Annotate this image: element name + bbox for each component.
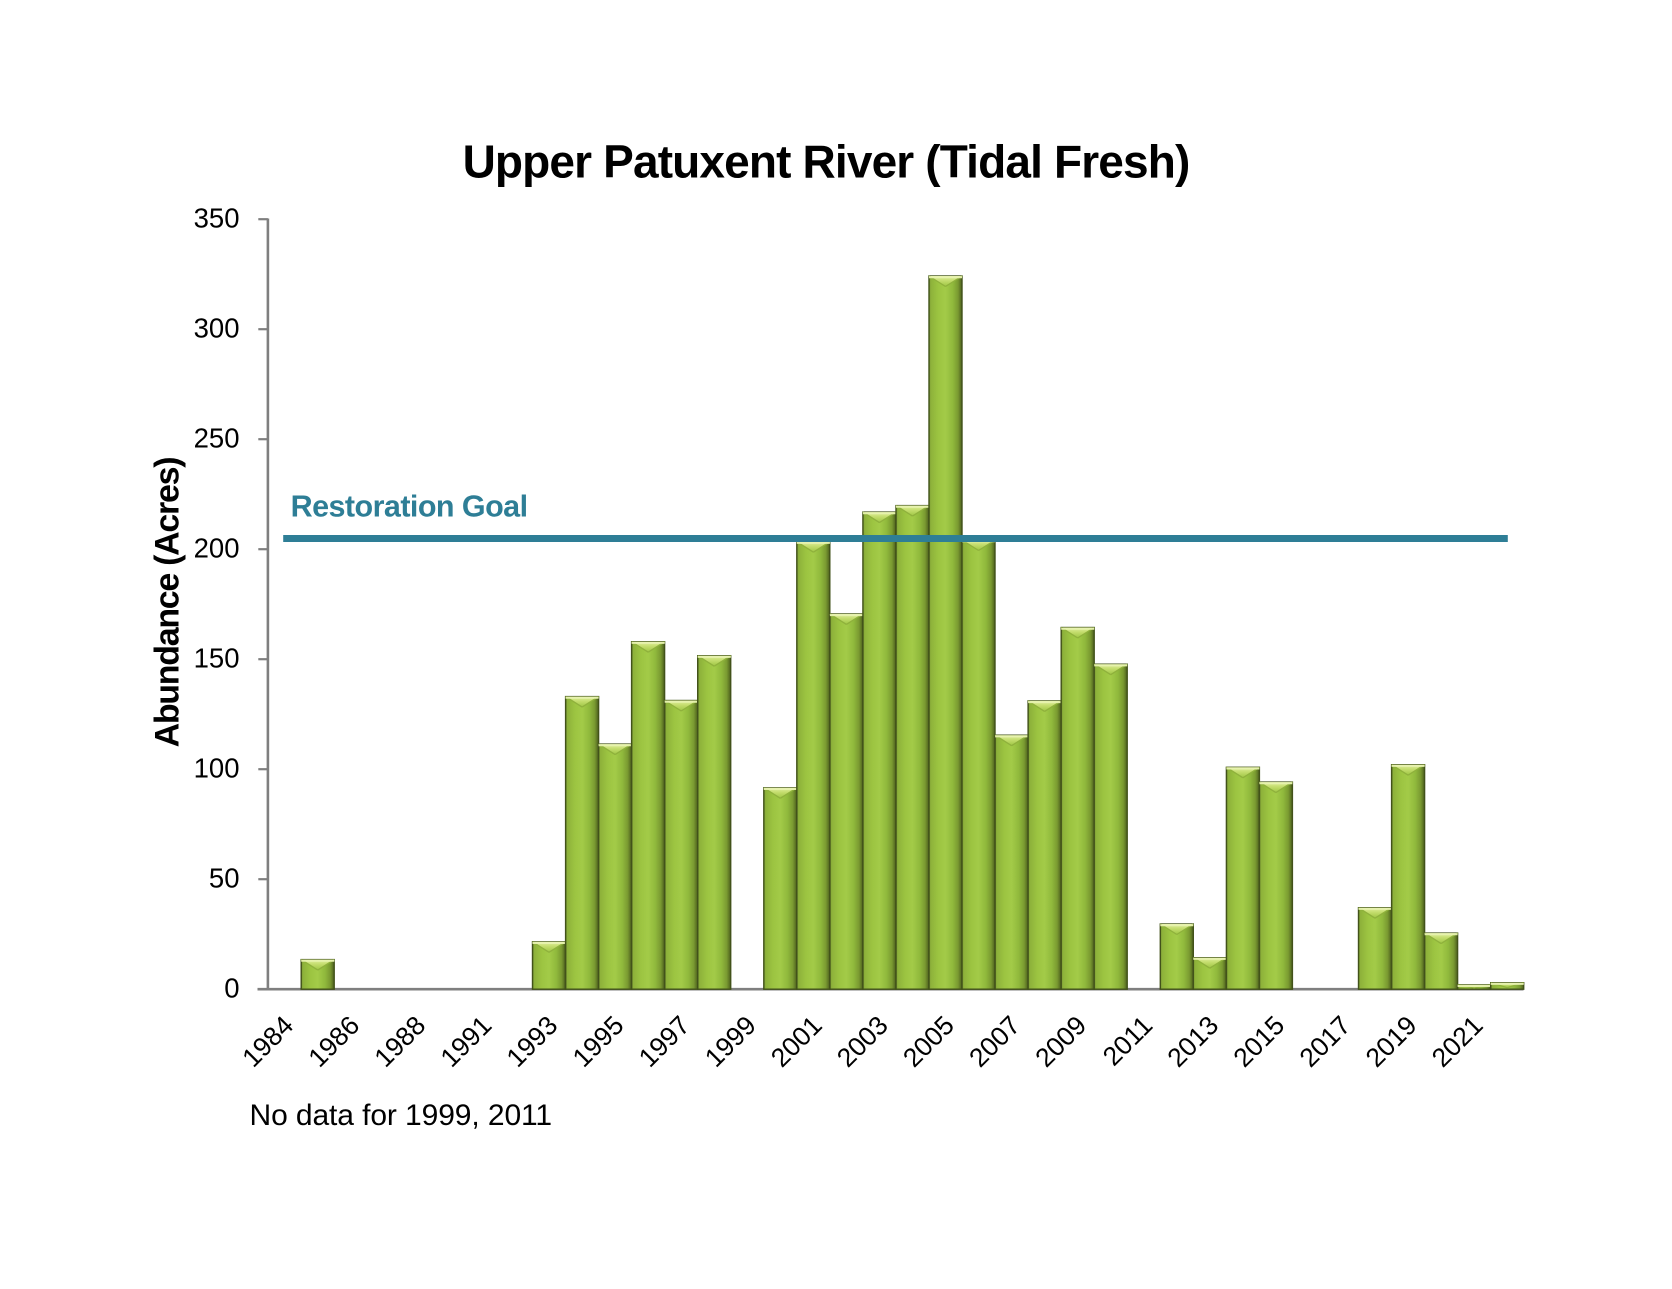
- svg-text:150: 150: [194, 643, 240, 674]
- svg-text:350: 350: [194, 203, 240, 234]
- svg-text:Abundance (Acres): Abundance (Acres): [149, 458, 187, 748]
- svg-text:250: 250: [194, 423, 240, 454]
- svg-text:50: 50: [209, 863, 240, 894]
- svg-text:Upper Patuxent River (Tidal Fr: Upper Patuxent River (Tidal Fresh): [463, 135, 1190, 187]
- svg-text:100: 100: [194, 753, 240, 784]
- svg-text:200: 200: [194, 533, 240, 564]
- svg-text:Restoration Goal: Restoration Goal: [291, 490, 528, 524]
- svg-text:No data for 1999, 2011: No data for 1999, 2011: [250, 1099, 552, 1132]
- svg-text:300: 300: [194, 313, 240, 344]
- svg-text:0: 0: [224, 973, 239, 1004]
